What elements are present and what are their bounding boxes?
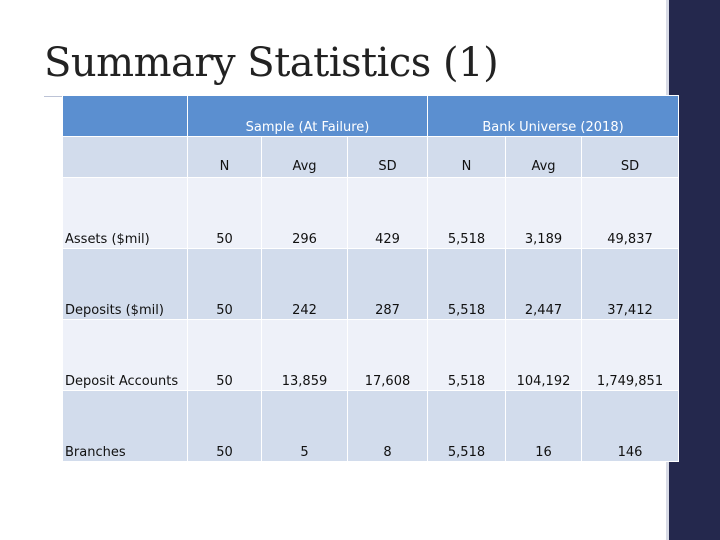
table-row: Deposit Accounts 50 13,859 17,608 5,518 … — [62, 319, 680, 391]
column-header: N — [427, 136, 506, 178]
table-cell: 146 — [580, 390, 680, 462]
table-cell: 8 — [347, 390, 428, 462]
table-cell: 1,749,851 — [580, 319, 680, 391]
group-header-universe: Bank Universe (2018) — [426, 95, 680, 137]
column-header: Avg — [261, 136, 348, 178]
table-cell: 5,518 — [427, 248, 506, 320]
table-cell: 296 — [261, 177, 348, 249]
table-cell: 5,518 — [427, 319, 506, 391]
table-row: Deposits ($mil) 50 242 287 5,518 2,447 3… — [62, 248, 680, 320]
table-cell: 17,608 — [347, 319, 428, 391]
table-cell: 37,412 — [580, 248, 680, 320]
table-row: Branches 50 5 8 5,518 16 146 — [62, 390, 680, 462]
table-cell: 5,518 — [427, 177, 506, 249]
row-label: Deposit Accounts — [62, 319, 188, 391]
table-cell: 13,859 — [261, 319, 348, 391]
table-cell: 5 — [261, 390, 348, 462]
table-cell: 16 — [505, 390, 582, 462]
table-cell: 242 — [261, 248, 348, 320]
table-cell: 50 — [187, 177, 262, 249]
row-label-header — [62, 136, 188, 178]
row-label: Deposits ($mil) — [62, 248, 188, 320]
table-cell: 429 — [347, 177, 428, 249]
column-header-row: N Avg SD N Avg SD — [62, 136, 680, 178]
table-cell: 50 — [187, 390, 262, 462]
group-header-sample: Sample (At Failure) — [187, 95, 428, 137]
column-header: SD — [580, 136, 680, 178]
summary-statistics-table: Sample (At Failure) Bank Universe (2018)… — [62, 95, 680, 462]
table-cell: 287 — [347, 248, 428, 320]
table-cell: 49,837 — [580, 177, 680, 249]
column-header: SD — [347, 136, 428, 178]
column-header: N — [187, 136, 262, 178]
row-label: Branches — [62, 390, 188, 462]
slide-title: Summary Statistics (1) — [44, 40, 499, 86]
table-row: Assets ($mil) 50 296 429 5,518 3,189 49,… — [62, 177, 680, 249]
table-cell: 50 — [187, 248, 262, 320]
corner-cell — [62, 95, 188, 137]
table-cell: 50 — [187, 319, 262, 391]
table-cell: 2,447 — [505, 248, 582, 320]
column-header: Avg — [505, 136, 582, 178]
table-cell: 104,192 — [505, 319, 582, 391]
group-header-row: Sample (At Failure) Bank Universe (2018) — [62, 95, 680, 137]
table-cell: 3,189 — [505, 177, 582, 249]
row-label: Assets ($mil) — [62, 177, 188, 249]
table-cell: 5,518 — [427, 390, 506, 462]
